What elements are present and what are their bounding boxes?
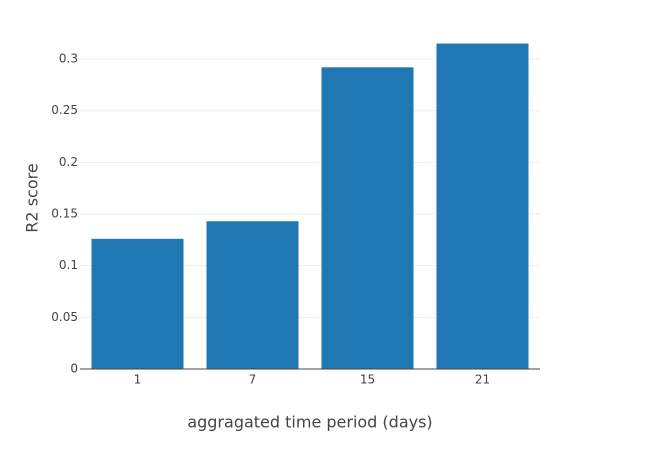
y-tick-label: 0.05 — [51, 310, 78, 324]
x-axis-title: aggragated time period (days) — [187, 413, 432, 432]
bar — [321, 67, 414, 369]
y-tick-label: 0.2 — [59, 155, 78, 169]
bar — [436, 43, 529, 369]
y-tick-label: 0.1 — [59, 258, 78, 272]
y-tick-label: 0.25 — [51, 103, 78, 117]
x-tick-label: 1 — [134, 373, 142, 387]
x-tick-label: 21 — [475, 373, 490, 387]
y-axis-title: R2 score — [23, 163, 42, 232]
x-tick-label: 15 — [360, 373, 375, 387]
bar — [206, 221, 299, 369]
y-tick-label: 0.3 — [59, 52, 78, 66]
y-tick-label: 0.15 — [51, 207, 78, 221]
bar — [91, 238, 184, 369]
x-tick-label: 7 — [249, 373, 257, 387]
y-tick-label: 0 — [70, 362, 78, 376]
